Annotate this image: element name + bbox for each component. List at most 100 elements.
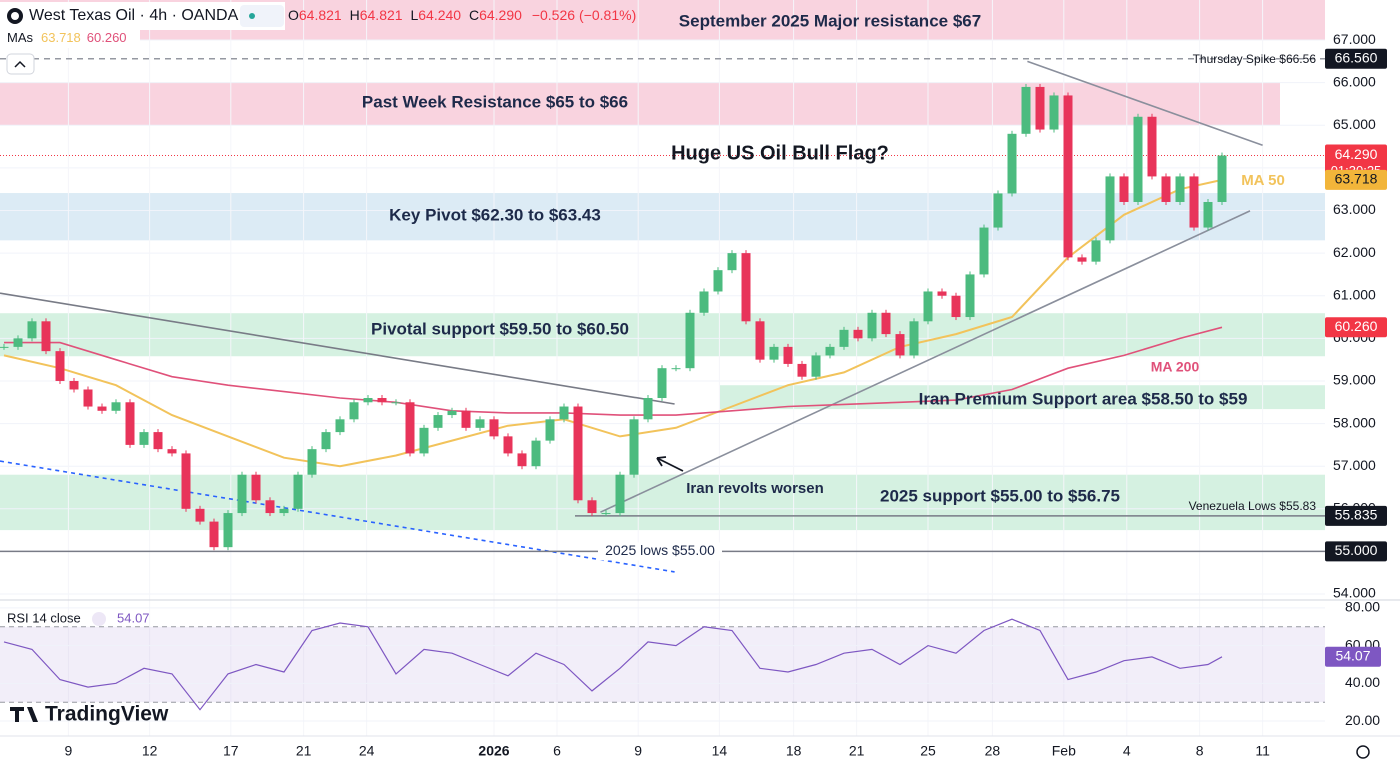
- zone-label: September 2025 Major resistance $67: [679, 11, 981, 30]
- header-bg: [0, 30, 140, 48]
- candle: [797, 363, 807, 377]
- candles: [0, 83, 1227, 551]
- zone-label: Past Week Resistance $65 to $66: [362, 92, 628, 111]
- candle: [265, 500, 275, 514]
- y-tick-label: 59.000: [1333, 372, 1376, 388]
- candle: [321, 432, 331, 450]
- indicator-dot: [249, 13, 255, 19]
- candle: [1217, 155, 1227, 202]
- x-tick-label: 6: [553, 743, 561, 759]
- candle: [853, 329, 863, 339]
- candle: [1035, 86, 1045, 130]
- ma-label: MA 50: [1241, 172, 1285, 189]
- y-tick-label: 67.000: [1333, 31, 1376, 47]
- candle: [237, 474, 247, 514]
- candle: [517, 453, 527, 467]
- candle: [293, 474, 303, 509]
- candle: [391, 402, 401, 404]
- level-label: Venezuela Lows $55.83: [1189, 499, 1317, 513]
- x-tick-label: 8: [1196, 743, 1204, 759]
- zone: [0, 313, 1325, 357]
- ma200-box: [1325, 317, 1387, 338]
- candle: [167, 449, 177, 454]
- candle: [1049, 95, 1059, 130]
- rsi-tick-label: 40.00: [1345, 674, 1380, 690]
- candle: [559, 406, 569, 420]
- y-tick-label: 54.000: [1333, 585, 1376, 601]
- zone: [0, 193, 1325, 241]
- candle: [629, 419, 639, 475]
- candle: [13, 338, 23, 347]
- zone-label: Pivotal support $59.50 to $60.50: [371, 319, 629, 338]
- ohlc: O64.821 H64.821 L64.240 C64.290 −0.526 (−…: [288, 7, 636, 23]
- rsi-value: 54.07: [117, 610, 150, 625]
- candle: [433, 415, 443, 428]
- y-tick-label: 61.000: [1333, 286, 1376, 302]
- candle: [1133, 116, 1143, 202]
- candle: [545, 419, 555, 441]
- indicator-button[interactable]: [240, 5, 284, 27]
- y-tick-label: 66.000: [1333, 73, 1376, 89]
- x-tick-label: 17: [223, 743, 239, 759]
- candle: [1147, 116, 1157, 177]
- symbol: West Texas Oil · 4h · OANDA: [29, 7, 239, 24]
- settings-icon[interactable]: [1356, 745, 1370, 759]
- candle: [615, 474, 625, 514]
- candle: [1021, 86, 1031, 134]
- candle: [181, 453, 191, 509]
- x-tick-label: 21: [849, 743, 865, 759]
- rsi-box-label: 54.07: [1335, 648, 1370, 664]
- candle: [475, 419, 485, 428]
- zone-label: Iran Premium Support area $58.50 to $59: [919, 389, 1248, 408]
- candle: [111, 402, 121, 411]
- candle: [979, 227, 989, 275]
- mas: MAs 63.718 60.260: [7, 30, 127, 45]
- candle: [937, 291, 947, 296]
- candle: [895, 334, 905, 356]
- trendline: [600, 210, 1251, 513]
- candle: [1189, 176, 1199, 228]
- level-label-bg: [598, 542, 722, 561]
- candle: [139, 432, 149, 445]
- candle: [195, 508, 205, 522]
- trendline: [1027, 60, 1263, 147]
- current-price-label: 64.290: [1335, 146, 1378, 162]
- candle: [923, 291, 933, 322]
- candle: [153, 432, 163, 450]
- zone: [0, 82, 1280, 126]
- candle: [279, 508, 289, 514]
- x-tick-label: 9: [634, 743, 642, 759]
- candle: [741, 253, 751, 322]
- y-tick-label: 63.000: [1333, 201, 1376, 217]
- trendline: [0, 292, 675, 405]
- collapse-button[interactable]: [6, 53, 35, 75]
- candle: [27, 321, 37, 339]
- x-tick-label: 12: [142, 743, 158, 759]
- arrow: [656, 456, 684, 472]
- candle: [223, 513, 233, 548]
- trendline: [0, 460, 675, 573]
- candle: [41, 321, 51, 352]
- candle: [1091, 240, 1101, 262]
- ma-label: MA 200: [1151, 359, 1200, 375]
- candle: [587, 500, 597, 514]
- candle: [83, 389, 93, 407]
- y-tick-label: 57.000: [1333, 457, 1376, 473]
- candle: [727, 253, 737, 271]
- candle: [657, 368, 667, 399]
- x-tick-label: 14: [712, 743, 728, 759]
- candle: [825, 346, 835, 356]
- candle: [783, 346, 793, 364]
- x-tick-label: 18: [786, 743, 802, 759]
- candle: [461, 410, 471, 428]
- candle: [769, 346, 779, 360]
- candle: [363, 398, 373, 403]
- candle: [951, 295, 961, 318]
- candle: [405, 402, 415, 454]
- candle: [993, 193, 1003, 228]
- x-tick-label: 4: [1123, 743, 1131, 759]
- level-label: Thursday Spike $66.56: [1193, 52, 1317, 66]
- logo: TradingView: [45, 703, 169, 726]
- candle: [489, 419, 499, 437]
- candle: [699, 291, 709, 313]
